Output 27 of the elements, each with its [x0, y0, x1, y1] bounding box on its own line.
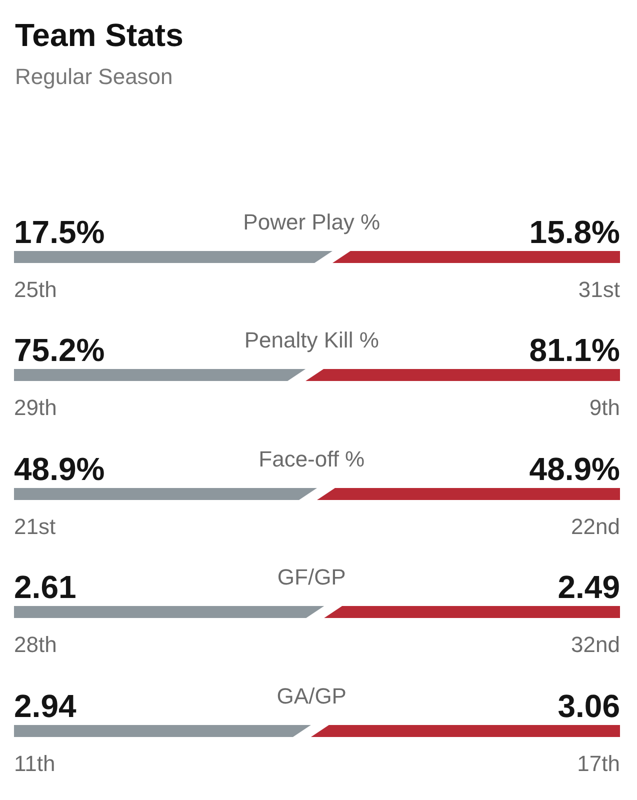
data-label: 2.61: [14, 569, 76, 606]
annotation: 22nd: [571, 514, 620, 539]
data-label: 2.94: [14, 688, 76, 724]
data-label: 3.06: [558, 688, 620, 724]
y-tick-label: Penalty Kill %: [244, 328, 379, 352]
data-label: 81.1%: [529, 332, 620, 368]
annotation: 25th: [14, 276, 57, 302]
annotation: 11th: [14, 750, 56, 776]
annotation: 9th: [589, 395, 620, 420]
annotation: 32nd: [571, 632, 620, 658]
annotation: 17th: [577, 750, 620, 776]
data-label: 2.49: [558, 569, 620, 606]
y-tick-label: GF/GP: [277, 564, 346, 590]
text: Regular Season: [15, 64, 173, 89]
annotation: 21st: [14, 514, 56, 539]
data-label: 15.8%: [529, 214, 620, 250]
annotation: 28th: [14, 632, 57, 658]
annotation: 31st: [578, 276, 620, 302]
data-label: 75.2%: [14, 332, 105, 368]
y-tick-label: Face-off %: [258, 446, 365, 471]
data-label: 17.5%: [14, 214, 105, 250]
annotation: 29th: [14, 395, 57, 420]
data-label: 48.9%: [529, 450, 620, 487]
y-tick-label: GA/GP: [276, 683, 346, 708]
text: Team Stats: [15, 17, 184, 53]
y-tick-label: Power Play %: [243, 209, 380, 234]
data-label: 48.9%: [14, 450, 105, 487]
